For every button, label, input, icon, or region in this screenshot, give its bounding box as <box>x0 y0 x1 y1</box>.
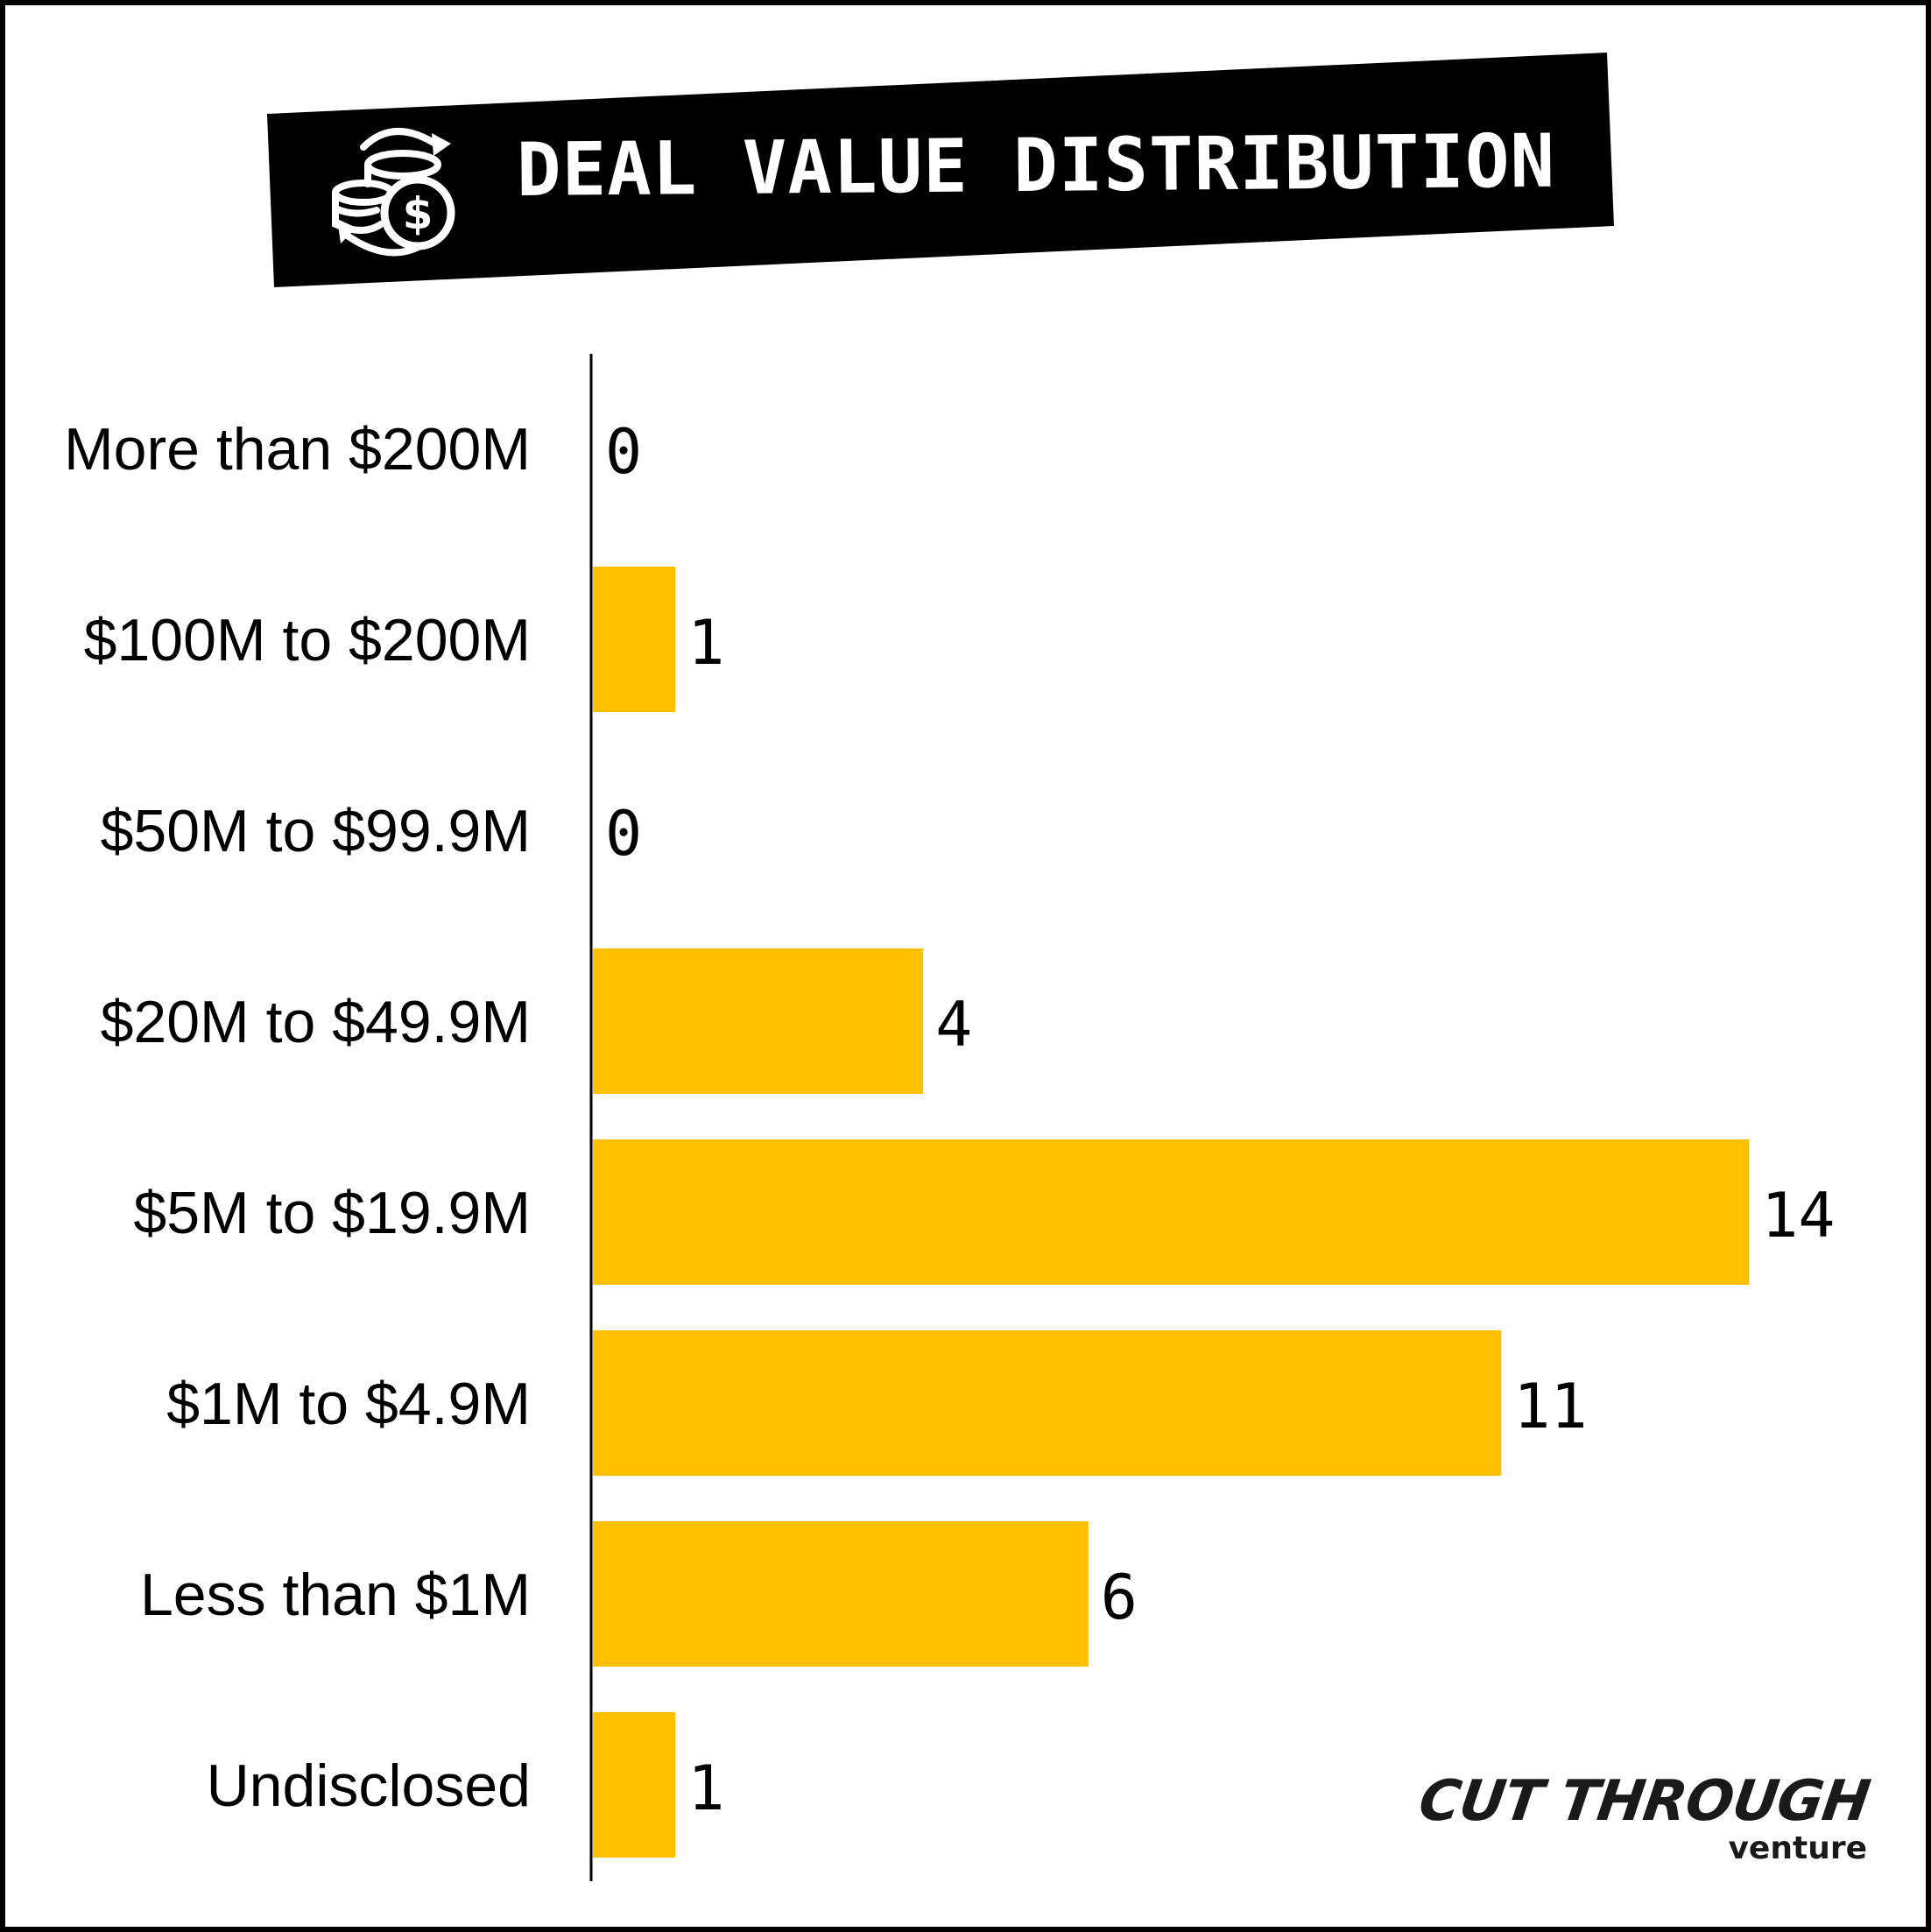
category-label: Undisclosed <box>207 1752 531 1819</box>
bar <box>593 948 924 1094</box>
category-label: $1M to $4.9M <box>166 1371 531 1437</box>
category-label: $100M to $200M <box>84 607 531 673</box>
brand-logo: CUT THROUGH venture <box>1415 1769 1874 1874</box>
svg-text:$: $ <box>403 188 433 239</box>
data-label: 14 <box>1761 1180 1835 1252</box>
bar <box>593 1712 676 1858</box>
bar <box>593 1521 1089 1667</box>
category-label: $50M to $99.9M <box>101 798 531 864</box>
category-label: More than $200M <box>64 416 531 483</box>
logo-sub-text: venture <box>1728 1830 1867 1866</box>
data-label: 1 <box>687 607 724 679</box>
data-label: 0 <box>605 798 642 870</box>
title-banner <box>267 53 1614 287</box>
bar <box>593 567 676 712</box>
category-label: $5M to $19.9M <box>133 1180 531 1246</box>
data-label: 11 <box>1513 1371 1587 1442</box>
data-label: 4 <box>935 989 972 1061</box>
logo-main-text: CUT THROUGH <box>1414 1769 1874 1834</box>
category-label: $20M to $49.9M <box>101 989 531 1055</box>
data-label: 6 <box>1101 1562 1138 1633</box>
data-label: 0 <box>605 416 642 488</box>
bar <box>593 1139 1750 1285</box>
data-label: 1 <box>687 1752 724 1824</box>
bar <box>593 1330 1502 1476</box>
category-label: Less than $1M <box>140 1562 531 1628</box>
coins-dollar-exchange-icon: $ <box>332 128 455 257</box>
